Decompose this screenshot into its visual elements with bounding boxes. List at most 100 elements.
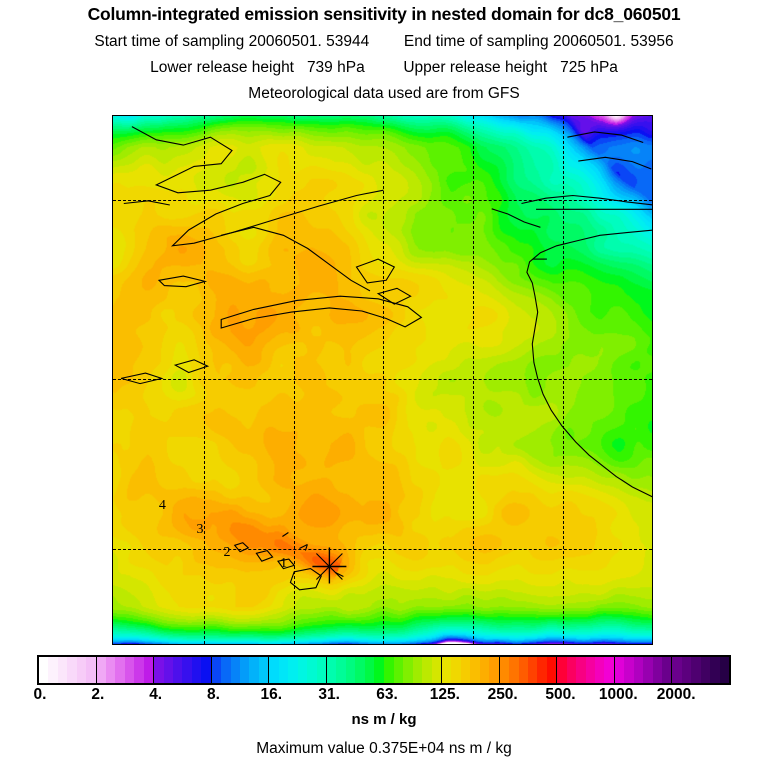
colorbar-step: [154, 657, 164, 683]
colorbar-step: [86, 657, 96, 683]
colorbar-step: [393, 657, 404, 683]
day-marker-1: 1: [280, 555, 288, 571]
colorbar-step: [537, 657, 547, 683]
colorbar-band-10: [614, 657, 673, 683]
start-time-value: 20060501. 53944: [248, 33, 370, 50]
colorbar-step: [230, 657, 241, 683]
lower-release-label: Lower release height: [150, 59, 294, 76]
colorbar-step: [249, 657, 259, 683]
colorbar-step: [422, 657, 432, 683]
colorbar-step: [57, 657, 68, 683]
colorbar-step: [604, 657, 614, 683]
colorbar-step: [374, 657, 384, 683]
colorbar-step: [624, 657, 634, 683]
colorbar-units-label: ns m / kg: [351, 711, 417, 728]
colorbar-band-1: [96, 657, 155, 683]
colorbar-tick-0: 0.: [33, 686, 47, 703]
colorbar-step: [672, 657, 682, 683]
colorbar-step: [442, 657, 452, 683]
colorbar-step: [39, 657, 49, 683]
colorbar-step: [700, 657, 711, 683]
colorbar-step: [288, 657, 298, 683]
colorbar-step: [278, 657, 289, 683]
colorbar-tick-10: 1000.: [598, 686, 638, 703]
page-title: Column-integrated emission sensitivity i…: [87, 4, 681, 24]
colorbar-band-4: [269, 657, 327, 683]
day-marker-2: 2: [223, 545, 231, 561]
colorbar: [37, 655, 731, 685]
colorbar-step: [336, 657, 346, 683]
colorbar-step: [191, 657, 202, 683]
colorbar-step: [652, 657, 662, 683]
colorbar-band-11: [672, 657, 729, 683]
colorbar-step: [566, 657, 577, 683]
colorbar-step: [614, 657, 625, 683]
colorbar-step: [201, 657, 211, 683]
release-height-row: Lower release height 739 hPa Upper relea…: [0, 59, 768, 77]
colorbar-step: [297, 657, 308, 683]
colorbar-step: [384, 657, 394, 683]
colorbar-tick-labels: 0. 2. 4. 8. 16. 31. 63. 125. 250. 500. 1000. 2000.: [0, 686, 768, 708]
colorbar-tick-8: 250.: [487, 686, 518, 703]
colorbar-step: [182, 657, 192, 683]
colorbar-step: [316, 657, 326, 683]
colorbar-step: [115, 657, 125, 683]
colorbar-step: [173, 657, 183, 683]
colorbar-step: [163, 657, 174, 683]
colorbar-tick-9: 500.: [545, 686, 576, 703]
colorbar-band-0: [39, 657, 97, 683]
upper-release-label: Upper release height: [403, 59, 548, 76]
colorbar-step: [221, 657, 231, 683]
colorbar-band-8: [499, 657, 558, 683]
colorbar-step: [518, 657, 528, 683]
colorbar-step: [326, 657, 337, 683]
colorbar-step: [134, 657, 144, 683]
colorbar-step: [258, 657, 269, 683]
colorbar-step: [451, 657, 461, 683]
colorbar-band-3: [211, 657, 270, 683]
colorbar-step: [211, 657, 222, 683]
colorbar-step: [576, 657, 586, 683]
colorbar-step: [585, 657, 595, 683]
colorbar-step: [633, 657, 644, 683]
colorbar-tick-5: 31.: [318, 686, 340, 703]
colorbar-band-9: [557, 657, 615, 683]
colorbar-step: [557, 657, 567, 683]
colorbar-tick-7: 125.: [429, 686, 460, 703]
colorbar-band-5: [326, 657, 385, 683]
colorbar-band-6: [384, 657, 443, 683]
colorbar-step: [412, 657, 423, 683]
colorbar-step: [489, 657, 499, 683]
colorbar-step: [643, 657, 653, 683]
day-marker-3: 3: [196, 521, 204, 537]
colorbar-step: [67, 657, 77, 683]
colorbar-step: [307, 657, 317, 683]
colorbar-tick-6: 63.: [376, 686, 398, 703]
colorbar-step: [594, 657, 605, 683]
colorbar-band-7: [442, 657, 500, 683]
colorbar-step: [269, 657, 279, 683]
colorbar-step: [403, 657, 413, 683]
colorbar-tick-1: 2.: [91, 686, 105, 703]
colorbar-band-2: [154, 657, 212, 683]
colorbar-step: [691, 657, 701, 683]
colorbar-step: [76, 657, 87, 683]
colorbar-step: [431, 657, 442, 683]
colorbar-step: [96, 657, 107, 683]
colorbar-tick-11: 2000.: [656, 686, 696, 703]
colorbar-step: [345, 657, 356, 683]
colorbar-step: [470, 657, 480, 683]
colorbar-step: [240, 657, 250, 683]
colorbar-step: [143, 657, 154, 683]
end-time-label: End time of sampling: [403, 33, 549, 50]
colorbar-step: [710, 657, 720, 683]
sampling-time-row: Start time of sampling 20060501. 53944 E…: [0, 33, 768, 51]
colorbar-step: [479, 657, 490, 683]
met-data-note: Meteorological data used are from GFS: [248, 85, 520, 102]
colorbar-step: [460, 657, 471, 683]
colorbar-step: [48, 657, 58, 683]
colorbar-step: [355, 657, 365, 683]
end-time-value: 20060501. 53956: [552, 33, 674, 50]
colorbar-tick-2: 4.: [149, 686, 163, 703]
